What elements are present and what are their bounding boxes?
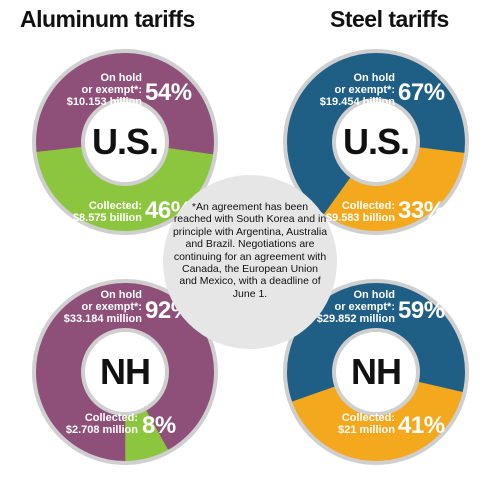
steel-us-collected-amount: $9.583 billion <box>325 212 395 224</box>
steel-us-collected-percent: 33% <box>398 197 445 224</box>
aluminum-us-hold-label-line2: or exempt*: <box>81 84 142 96</box>
steel-nh-center-hub <box>332 328 420 416</box>
note-circle <box>163 175 337 349</box>
steel-nh-collected-percent: 41% <box>398 412 445 439</box>
steel-tariffs-title: Steel tariffs <box>330 6 449 32</box>
steel-nh-hold-label-line2: or exempt*: <box>334 301 395 313</box>
aluminum-nh-hold-label-line2: or exempt*: <box>81 301 142 313</box>
steel-us-center-label: U.S. <box>342 121 410 162</box>
steel-nh-collected-amount: $21 million <box>338 424 395 436</box>
aluminum-us-collected-slice <box>34 142 216 233</box>
aluminum-tariffs-title: Aluminum tariffs <box>20 6 195 32</box>
steel-us-collected-label: Collected: $9.583 billion <box>290 200 395 224</box>
steel-us-hold-amount: $19.454 billion <box>319 96 395 108</box>
steel-nh-collected-label-line2: Collected: <box>341 412 395 424</box>
aluminum-us-collected-label-line2: Collected: <box>88 200 142 212</box>
aluminum-us-collected-amount: $8.575 billion <box>72 212 142 224</box>
aluminum-us-pie <box>32 49 218 235</box>
aluminum-nh-outer-ring <box>32 279 218 465</box>
steel-us-hold-label-line2: or exempt*: <box>334 84 395 96</box>
steel-us-hold-label: On hold or exempt*: $19.454 billion <box>280 72 395 108</box>
steel-nh-outer-ring <box>283 279 469 465</box>
steel-nh-hold-percent: 59% <box>398 297 445 324</box>
steel-us-collected-label-line2: Collected: <box>341 200 395 212</box>
aluminum-us-hold-amount: $10.153 billion <box>66 96 142 108</box>
steel-us-center-hub <box>332 98 420 186</box>
aluminum-us-hold-label-line1: On hold <box>100 72 142 84</box>
steel-us-pie <box>283 49 469 235</box>
aluminum-nh-center-label: NH <box>100 351 151 392</box>
aluminum-us-collected-label: Collected: $8.575 billion <box>40 200 142 224</box>
aluminum-nh-hold-label-line1: On hold <box>100 289 142 301</box>
steel-nh-collected-label: Collected: $21 million <box>290 412 395 436</box>
aluminum-us-hold-percent: 54% <box>145 79 192 106</box>
steel-us-hold-label-line1: On hold <box>353 72 395 84</box>
aluminum-us-hold-label: On hold or exempt*: $10.153 billion <box>30 72 142 108</box>
steel-nh-hold-label-line1: On hold <box>353 289 395 301</box>
steel-nh-center-label: NH <box>351 351 402 392</box>
steel-nh-collected-slice <box>290 372 465 463</box>
aluminum-nh-hold-amount: $33.184 million <box>63 313 142 325</box>
aluminum-nh-center-hub <box>81 328 169 416</box>
steel-us-hold-percent: 67% <box>398 79 445 106</box>
aluminum-nh-collected-label: Collected: $2.708 million <box>40 412 138 436</box>
aluminum-nh-pie <box>32 279 218 465</box>
aluminum-us-center-hub <box>81 98 169 186</box>
footnote-text: *An agreement has been reached with Sout… <box>172 201 328 300</box>
aluminum-nh-hold-label: On hold or exempt*: $33.184 million <box>30 289 142 325</box>
steel-us-collected-slice <box>322 142 467 234</box>
aluminum-us-center-label: U.S. <box>91 121 159 162</box>
steel-us-outer-ring <box>283 49 469 235</box>
steel-nh-pie <box>283 279 469 465</box>
aluminum-nh-collected-label-line2: Collected: <box>84 412 138 424</box>
aluminum-us-outer-ring <box>32 49 218 235</box>
aluminum-nh-collected-percent: 8% <box>142 412 176 439</box>
steel-nh-hold-label: On hold or exempt*: $29.852 million <box>280 289 395 325</box>
steel-nh-hold-amount: $29.852 million <box>316 313 395 325</box>
aluminum-nh-collected-amount: $2.708 million <box>65 424 138 436</box>
